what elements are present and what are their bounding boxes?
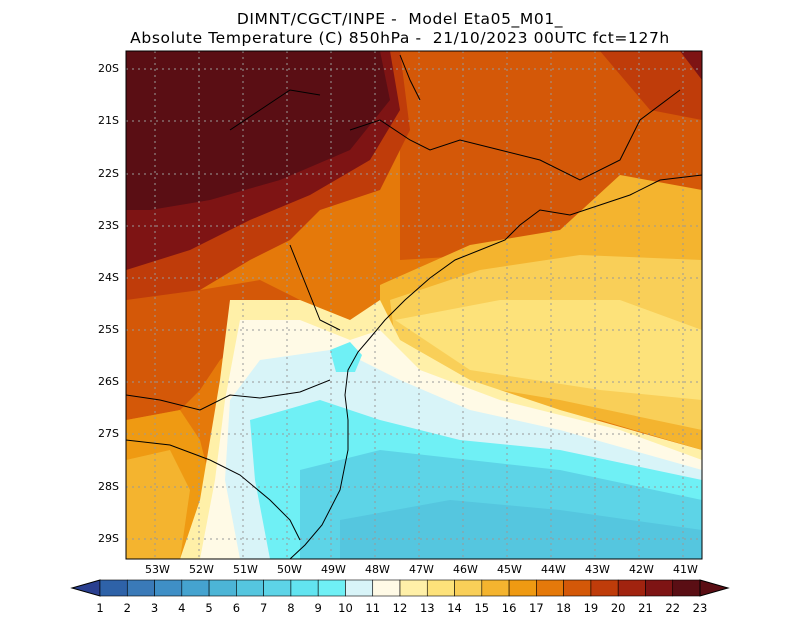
colorbar-label: 22 (665, 601, 681, 615)
colorbar-swatch (399, 579, 428, 597)
lat-label: 27S (98, 427, 119, 440)
lon-label: 46W (453, 563, 478, 576)
lat-label: 25S (98, 323, 119, 336)
colorbar (70, 579, 730, 597)
colorbar-label: 8 (287, 601, 295, 615)
colorbar-swatch (317, 579, 346, 597)
lon-label: 41W (673, 563, 698, 576)
lat-label: 20S (98, 62, 119, 75)
title-line-1: DIMNT/CGCT/INPE - Model Eta05_M01_ (236, 10, 564, 28)
colorbar-label: 18 (556, 601, 571, 615)
colorbar-label: 13 (419, 601, 435, 615)
lon-label: 45W (497, 563, 522, 576)
lon-label: 53W (145, 563, 170, 576)
colorbar-swatch (481, 579, 510, 597)
colorbar-swatch (263, 579, 292, 597)
colorbar-swatch (454, 579, 483, 597)
lat-label: 28S (98, 480, 119, 493)
temperature-field (126, 51, 702, 559)
lat-label: 23S (98, 219, 119, 232)
colorbar-swatch (617, 579, 646, 597)
coastline (125, 54, 703, 560)
title-line-2: Absolute Temperature (C) 850hPa - 21/10/… (130, 29, 670, 47)
colorbar-label: 2 (123, 601, 131, 615)
colorbar-swatch (536, 579, 564, 597)
lon-label: 43W (585, 563, 610, 576)
lon-label: 42W (629, 563, 654, 576)
lon-label: 51W (233, 563, 258, 576)
colorbar-swatch (290, 579, 319, 597)
colorbar-label: 17 (529, 601, 544, 615)
colorbar-label: 23 (692, 601, 708, 615)
colorbar-label: 7 (259, 601, 268, 615)
lat-label: 22S (98, 167, 119, 180)
colorbar-label: 3 (150, 601, 159, 615)
colorbar-label: 16 (501, 601, 517, 615)
lat-label: 29S (98, 532, 119, 545)
colorbar-swatch (208, 579, 237, 597)
lon-label: 44W (541, 563, 566, 576)
colorbar-label: 12 (392, 601, 408, 615)
lon-label: 49W (321, 563, 346, 576)
colorbar-label: 4 (178, 601, 186, 615)
colorbar-swatch (590, 579, 619, 597)
lon-label: 47W (409, 563, 434, 576)
colorbar-label: 14 (447, 601, 462, 615)
colorbar-swatch (99, 579, 128, 597)
colorbar-label: 9 (314, 601, 322, 615)
colorbar-label: 11 (365, 601, 381, 615)
lon-label: 50W (277, 563, 302, 576)
colorbar-swatch (154, 579, 183, 597)
colorbar-swatch (181, 579, 210, 597)
colorbar-label: 19 (583, 601, 599, 615)
colorbar-swatch (236, 579, 264, 597)
colorbar-swatch (563, 579, 592, 597)
lat-label: 26S (98, 375, 119, 388)
lat-label: 21S (98, 114, 119, 127)
colorbar-arrow-high (699, 579, 730, 597)
lon-label: 48W (365, 563, 390, 576)
colorbar-swatch (345, 579, 374, 597)
grid-lines (126, 51, 702, 559)
colorbar-label: 5 (205, 601, 213, 615)
colorbar-label: 6 (232, 601, 241, 615)
colorbar-label: 1 (96, 601, 104, 615)
colorbar-label: 20 (610, 601, 626, 615)
colorbar-arrow-low (70, 579, 101, 597)
colorbar-swatch (508, 579, 537, 597)
colorbar-swatch (426, 579, 455, 597)
colorbar-label: 21 (638, 601, 653, 615)
colorbar-swatch (672, 579, 701, 597)
colorbar-swatch (126, 579, 155, 597)
colorbar-label: 15 (474, 601, 490, 615)
map-frame (125, 50, 703, 560)
colorbar-label: 10 (338, 601, 353, 615)
lat-label: 24S (98, 271, 119, 284)
colorbar-swatch (645, 579, 674, 597)
lon-label: 52W (189, 563, 214, 576)
colorbar-swatch (372, 579, 401, 597)
